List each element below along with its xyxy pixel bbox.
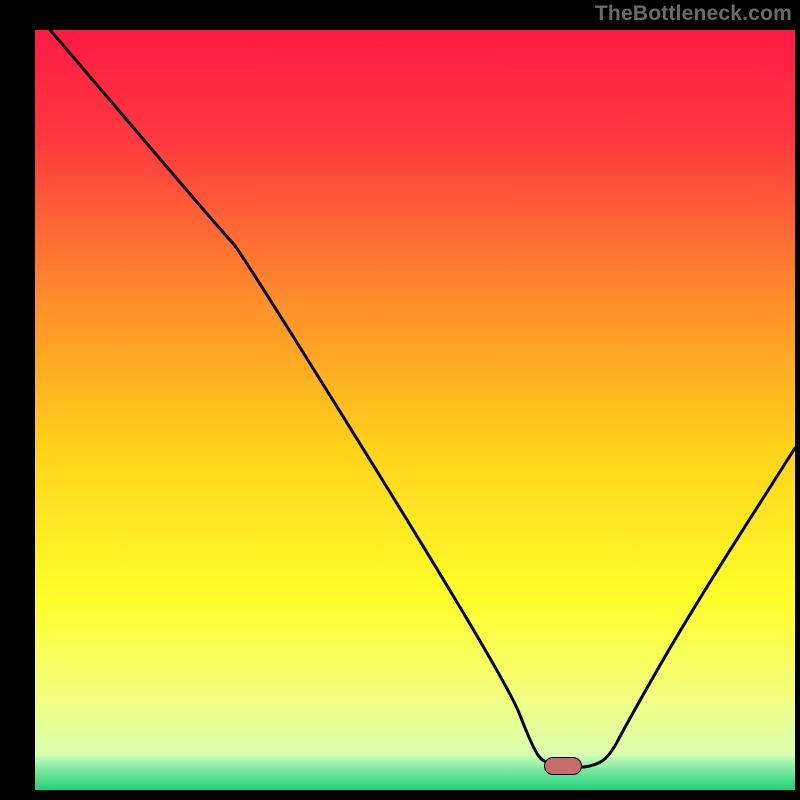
watermark-text: TheBottleneck.com	[595, 2, 792, 26]
figure-canvas: TheBottleneck.com	[0, 0, 800, 800]
plot-area	[35, 30, 795, 790]
bottleneck-curve-path	[50, 30, 795, 767]
bottleneck-curve	[35, 30, 795, 790]
optimal-marker	[544, 757, 582, 775]
